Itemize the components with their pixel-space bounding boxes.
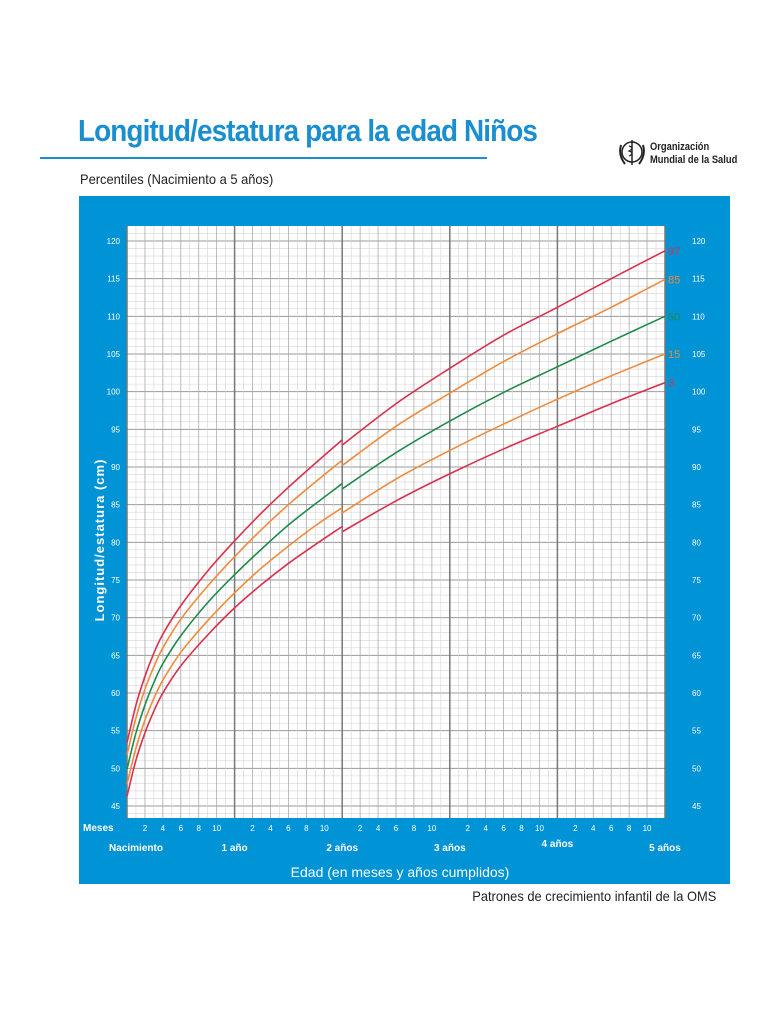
y-tick-label-left: 110 (107, 312, 120, 321)
y-axis-title: Longitud/estatura (cm) (92, 459, 107, 622)
month-tick-label: 2 (358, 824, 363, 833)
page-title: Longitud/estatura para la edad Niños (78, 113, 538, 148)
month-tick-label: 6 (501, 824, 506, 833)
percentile-line-p85 (126, 459, 343, 755)
percentile-label: 3 (668, 378, 674, 390)
y-tick-label-left: 100 (107, 388, 121, 397)
y-tick-label-left: 50 (111, 764, 120, 773)
month-tick-label: 6 (286, 824, 291, 833)
y-tick-label-right: 95 (692, 425, 701, 434)
month-tick-label: 2 (143, 824, 148, 833)
y-tick-label-left: 70 (111, 614, 120, 623)
year-label: 4 años (542, 839, 574, 850)
month-tick-label: 10 (535, 824, 544, 833)
y-tick-label-right: 85 (692, 501, 701, 510)
month-tick-label: 4 (268, 824, 273, 833)
percentile-label: 85 (668, 274, 680, 286)
percentile-line-p97 (341, 250, 666, 446)
y-tick-label-right: 60 (692, 689, 701, 698)
y-tick-label-left: 75 (111, 576, 120, 585)
y-tick-label-left: 65 (111, 651, 120, 660)
month-tick-label: 10 (427, 824, 436, 833)
y-tick-label-left: 115 (107, 275, 120, 284)
y-tick-label-right: 75 (692, 576, 701, 585)
year-label: Nacimiento (109, 843, 163, 854)
month-tick-label: 2 (466, 824, 471, 833)
month-tick-label: 4 (376, 824, 381, 833)
month-tick-label: 6 (609, 824, 614, 833)
year-label: 5 años (649, 843, 681, 854)
y-tick-label-right: 115 (692, 275, 705, 284)
percentile-line-p50 (341, 315, 666, 490)
title-underline (40, 157, 487, 159)
y-tick-label-right: 65 (692, 651, 701, 660)
percentile-label: 50 (668, 311, 680, 323)
month-tick-label: 8 (519, 824, 524, 833)
y-tick-label-right: 80 (692, 538, 701, 547)
who-logo: Organización Mundial de la Salud (617, 137, 753, 171)
y-tick-label-right: 55 (692, 727, 701, 736)
month-tick-label: 2 (573, 824, 578, 833)
percentile-line-p15 (341, 353, 666, 514)
y-tick-label-left: 90 (111, 463, 120, 472)
percentile-label: 97 (668, 246, 680, 258)
logo-line-2: Mundial de la Salud (650, 154, 738, 166)
month-tick-label: 10 (643, 824, 652, 833)
y-tick-label-right: 105 (692, 350, 706, 359)
y-tick-label-left: 85 (111, 501, 120, 510)
logo-line-1: Organización (650, 141, 710, 153)
month-tick-label: 4 (161, 824, 166, 833)
month-tick-label: 8 (627, 824, 632, 833)
year-label: 1 año (222, 843, 248, 854)
month-tick-label: 6 (179, 824, 184, 833)
month-tick-label: 8 (304, 824, 309, 833)
who-emblem-icon (619, 140, 645, 165)
x-axis-title: Edad (en meses y años cumplidos) (291, 864, 510, 880)
month-tick-label: 8 (197, 824, 202, 833)
who-logo-text: Organización Mundial de la Salud (650, 141, 737, 167)
month-tick-label: 10 (320, 824, 329, 833)
month-tick-label: 4 (483, 824, 488, 833)
y-tick-label-left: 55 (111, 727, 120, 736)
y-tick-label-left: 45 (111, 802, 120, 811)
y-tick-label-right: 70 (692, 614, 701, 623)
months-label: Meses (83, 823, 114, 834)
y-tick-label-left: 60 (111, 689, 120, 698)
y-tick-label-left: 120 (107, 237, 121, 246)
month-tick-label: 10 (212, 824, 221, 833)
y-tick-label-right: 120 (692, 237, 706, 246)
footer-text: Patrones de crecimiento infantil de la O… (471, 888, 716, 904)
percentile-line-p97 (126, 439, 343, 743)
percentile-line-p3 (341, 381, 666, 533)
y-tick-label-right: 90 (692, 463, 701, 472)
month-tick-label: 4 (591, 824, 596, 833)
year-label: 2 años (326, 843, 358, 854)
y-tick-label-left: 95 (111, 425, 120, 434)
y-tick-label-left: 80 (111, 538, 120, 547)
y-tick-label-left: 105 (107, 350, 121, 359)
y-tick-label-right: 50 (692, 764, 701, 773)
y-tick-label-right: 45 (692, 802, 701, 811)
percentile-line-p15 (126, 507, 343, 785)
y-tick-label-right: 100 (692, 388, 706, 397)
month-tick-label: 8 (412, 824, 417, 833)
percentile-label: 15 (668, 349, 680, 361)
percentile-line-p50 (126, 482, 343, 770)
month-tick-label: 6 (394, 824, 399, 833)
percentile-line-p85 (341, 278, 666, 467)
percentile-line-p3 (126, 525, 343, 797)
y-tick-label-right: 110 (692, 312, 705, 321)
year-label: 3 años (434, 843, 466, 854)
month-tick-label: 2 (250, 824, 255, 833)
page-subtitle: Percentiles (Nacimiento a 5 años) (80, 171, 274, 187)
